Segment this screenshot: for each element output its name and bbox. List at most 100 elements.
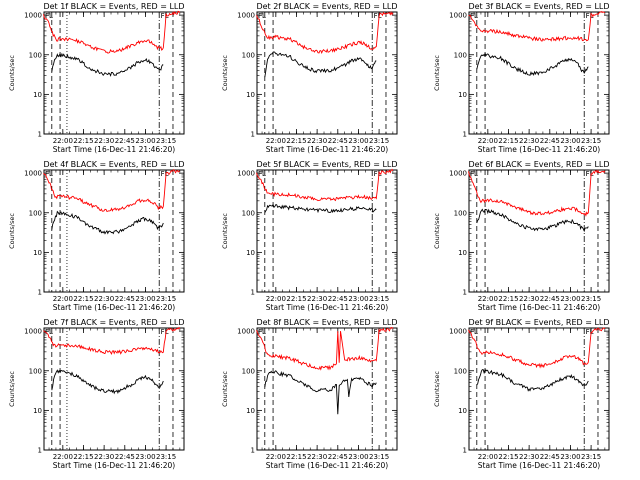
x-tick-label: 22:15 (286, 137, 306, 145)
flag-label-right: FL (586, 170, 594, 178)
y-tick-label: 10 (458, 407, 467, 415)
y-tick-label: 10 (458, 249, 467, 257)
x-tick-label: 22:15 (73, 453, 93, 461)
detector-panel: Det 2f BLACK = Events, RED = LLD 1 10 100 10… (221, 2, 398, 154)
x-tick-label: 22:15 (498, 453, 518, 461)
y-tick-label: 10 (33, 249, 42, 257)
x-axis-label: Start Time (16-Dec-11 21:46:20) (53, 303, 175, 312)
x-axis-label: Start Time (16-Dec-11 21:46:20) (266, 145, 388, 154)
y-axis-label: Counts/sec (8, 55, 16, 91)
x-tick-label: 22:15 (73, 137, 93, 145)
x-tick-label: 22:00 (478, 453, 498, 461)
x-tick-label: 22:15 (286, 453, 306, 461)
x-tick-label: 22:00 (266, 137, 286, 145)
x-tick-label: 23:00 (135, 295, 155, 303)
flag-label-left: FL (470, 328, 478, 336)
flag-label-right: FL (161, 328, 169, 336)
x-tick-label: 22:45 (115, 295, 135, 303)
x-axis-label: Start Time (16-Dec-11 21:46:20) (53, 461, 175, 470)
y-tick-label: 100 (242, 51, 255, 59)
x-tick-label: 22:00 (266, 453, 286, 461)
y-tick-label: 1 (251, 131, 255, 139)
panel-title: Det 2f BLACK = Events, RED = LLD (256, 2, 397, 11)
x-axis-label: Start Time (16-Dec-11 21:46:20) (478, 145, 600, 154)
x-tick-label: 23:00 (348, 453, 368, 461)
x-tick-label: 22:45 (328, 137, 348, 145)
detector-panel: Det 3f BLACK = Events, RED = LLD 1 10 100 10… (433, 2, 610, 154)
x-tick-label: 23:00 (348, 295, 368, 303)
events-series-line (51, 52, 164, 77)
y-tick-label: 1 (251, 289, 255, 297)
y-tick-label: 1 (38, 447, 42, 455)
y-axis-label: Counts/sec (433, 213, 441, 249)
x-axis-label: Start Time (16-Dec-11 21:46:20) (266, 303, 388, 312)
detector-panel: Det 5f BLACK = Events, RED = LLD 1 10 100 10… (221, 160, 398, 312)
x-tick-label: 22:45 (328, 453, 348, 461)
events-series-line (264, 203, 377, 214)
events-series-line (476, 52, 589, 77)
x-tick-label: 22:30 (307, 295, 327, 303)
panel-title: Det 5f BLACK = Events, RED = LLD (256, 160, 397, 169)
flag-label-right: FL (161, 170, 169, 178)
flag-label-left: FL (45, 170, 53, 178)
x-tick-label: 22:30 (519, 137, 539, 145)
plot-frame (43, 169, 185, 293)
plot-frame (468, 169, 610, 293)
y-tick-label: 1 (38, 289, 42, 297)
flag-label-right: FL (374, 328, 382, 336)
x-tick-label: 23:15 (156, 295, 176, 303)
flag-label-left: FL (45, 12, 53, 20)
flag-label-right: FL (374, 12, 382, 20)
x-tick-label: 22:30 (519, 295, 539, 303)
x-axis-label: Start Time (16-Dec-11 21:46:20) (53, 145, 175, 154)
y-tick-label: 10 (458, 91, 467, 99)
x-tick-label: 22:00 (53, 295, 73, 303)
flag-label-right: FL (161, 12, 169, 20)
flag-label-left: FL (45, 328, 53, 336)
lld-series-line (468, 11, 606, 42)
y-tick-label: 10 (246, 249, 255, 257)
y-tick-label: 10 (246, 91, 255, 99)
events-series-line (476, 208, 589, 233)
x-tick-label: 23:15 (369, 295, 389, 303)
x-tick-label: 23:15 (156, 137, 176, 145)
flag-label-right: FL (586, 12, 594, 20)
x-tick-label: 22:30 (519, 453, 539, 461)
y-axis-label: Counts/sec (221, 55, 229, 91)
x-tick-label: 22:00 (478, 295, 498, 303)
detector-panel: Det 1f BLACK = Events, RED = LLD 1 10 100 10… (8, 2, 185, 154)
y-tick-label: 1000 (449, 170, 467, 178)
x-tick-label: 22:15 (73, 295, 93, 303)
x-tick-label: 22:00 (266, 295, 286, 303)
flag-label-right: FL (374, 170, 382, 178)
x-tick-label: 22:00 (53, 453, 73, 461)
panel-title: Det 8f BLACK = Events, RED = LLD (256, 318, 397, 327)
panel-title: Det 7f BLACK = Events, RED = LLD (43, 318, 184, 327)
y-axis-label: Counts/sec (433, 55, 441, 91)
y-tick-label: 100 (242, 367, 255, 375)
x-tick-label: 23:15 (581, 453, 601, 461)
detector-panel: Det 8f BLACK = Events, RED = LLD 1 10 100 10… (221, 318, 398, 470)
events-series-line (264, 370, 377, 415)
plot-frame (468, 327, 610, 451)
x-tick-label: 22:45 (115, 137, 135, 145)
x-tick-label: 23:15 (369, 453, 389, 461)
y-axis-label: Counts/sec (221, 213, 229, 249)
y-tick-label: 100 (242, 209, 255, 217)
panel-title: Det 6f BLACK = Events, RED = LLD (468, 160, 609, 169)
y-axis-label: Counts/sec (433, 371, 441, 407)
x-tick-label: 22:15 (498, 137, 518, 145)
events-series-line (51, 369, 164, 395)
y-tick-label: 1000 (449, 328, 467, 336)
x-tick-label: 22:15 (286, 295, 306, 303)
detector-panel: Det 6f BLACK = Events, RED = LLD 1 10 100 10… (433, 160, 610, 312)
x-tick-label: 22:00 (478, 137, 498, 145)
x-tick-label: 23:15 (156, 453, 176, 461)
x-tick-label: 22:30 (307, 453, 327, 461)
events-series-line (51, 210, 164, 235)
x-tick-label: 22:45 (115, 453, 135, 461)
x-tick-label: 22:30 (94, 453, 114, 461)
x-axis-label: Start Time (16-Dec-11 21:46:20) (266, 461, 388, 470)
y-tick-label: 10 (246, 407, 255, 415)
